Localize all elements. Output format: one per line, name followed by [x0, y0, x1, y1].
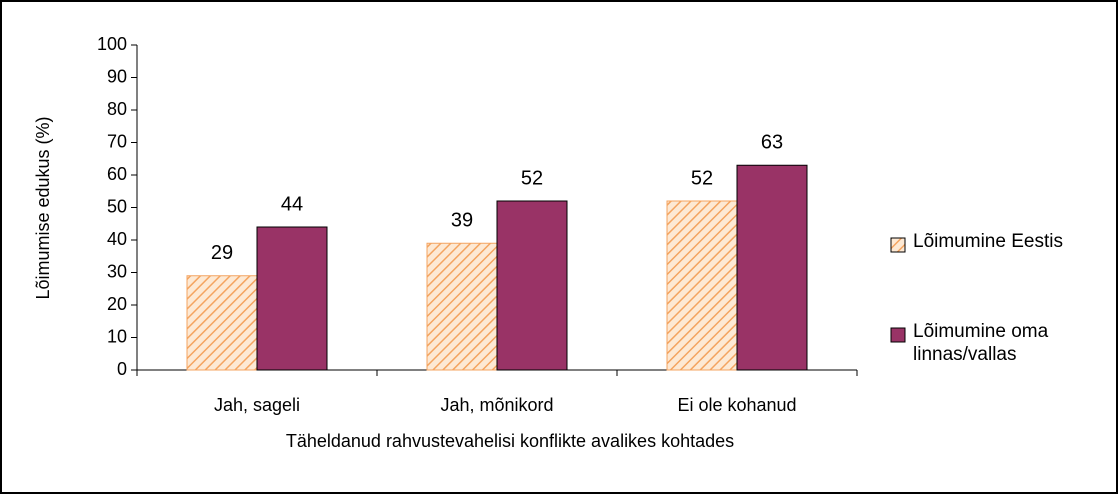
legend-entry-box: Lõimumine Eestis: [913, 231, 1063, 252]
legend-swatch: [890, 327, 906, 343]
bar: [496, 200, 568, 371]
data-label: 39: [451, 210, 473, 232]
bar: [426, 242, 498, 371]
bar: [736, 164, 808, 371]
data-label: 29: [211, 242, 233, 264]
x-axis-label: Täheldanud rahvustevahelisi konflikte av…: [285, 431, 735, 451]
y-axis-label: Lõimumise edukus (%): [33, 116, 53, 299]
data-label: 52: [521, 167, 543, 189]
x-tick-label: Ei ole kohanud: [677, 395, 796, 415]
data-label: 44: [281, 193, 303, 215]
y-tick-label: 10: [107, 326, 127, 346]
bar: [186, 275, 258, 371]
y-tick-label: 50: [107, 196, 127, 216]
y-tick-label: 80: [107, 99, 127, 119]
y-tick-label: 90: [107, 66, 127, 86]
legend-label: Lõimumine oma linnas/vallas: [913, 321, 1049, 365]
y-tick-label: 60: [107, 164, 127, 184]
y-tick-label: 70: [107, 131, 127, 151]
bar: [256, 226, 328, 371]
x-tick-label: Jah, sageli: [214, 395, 300, 415]
data-label: 52: [691, 167, 713, 189]
legend-label: Lõimumine Eestis: [913, 231, 1063, 252]
x-tick-label: Jah, mõnikord: [440, 395, 553, 415]
data-label: 63: [761, 132, 783, 154]
y-tick-label: 30: [107, 261, 127, 281]
x-axis-label-box: Täheldanud rahvustevahelisi konflikte av…: [285, 431, 735, 451]
legend-entry-box: Lõimumine oma linnas/vallas: [913, 321, 1049, 365]
y-tick-label: 20: [107, 294, 127, 314]
y-tick-label: 0: [117, 359, 127, 379]
y-tick-label: 40: [107, 229, 127, 249]
y-tick-label: 100: [97, 34, 127, 54]
legend-swatch: [890, 237, 906, 253]
bar: [666, 200, 738, 371]
